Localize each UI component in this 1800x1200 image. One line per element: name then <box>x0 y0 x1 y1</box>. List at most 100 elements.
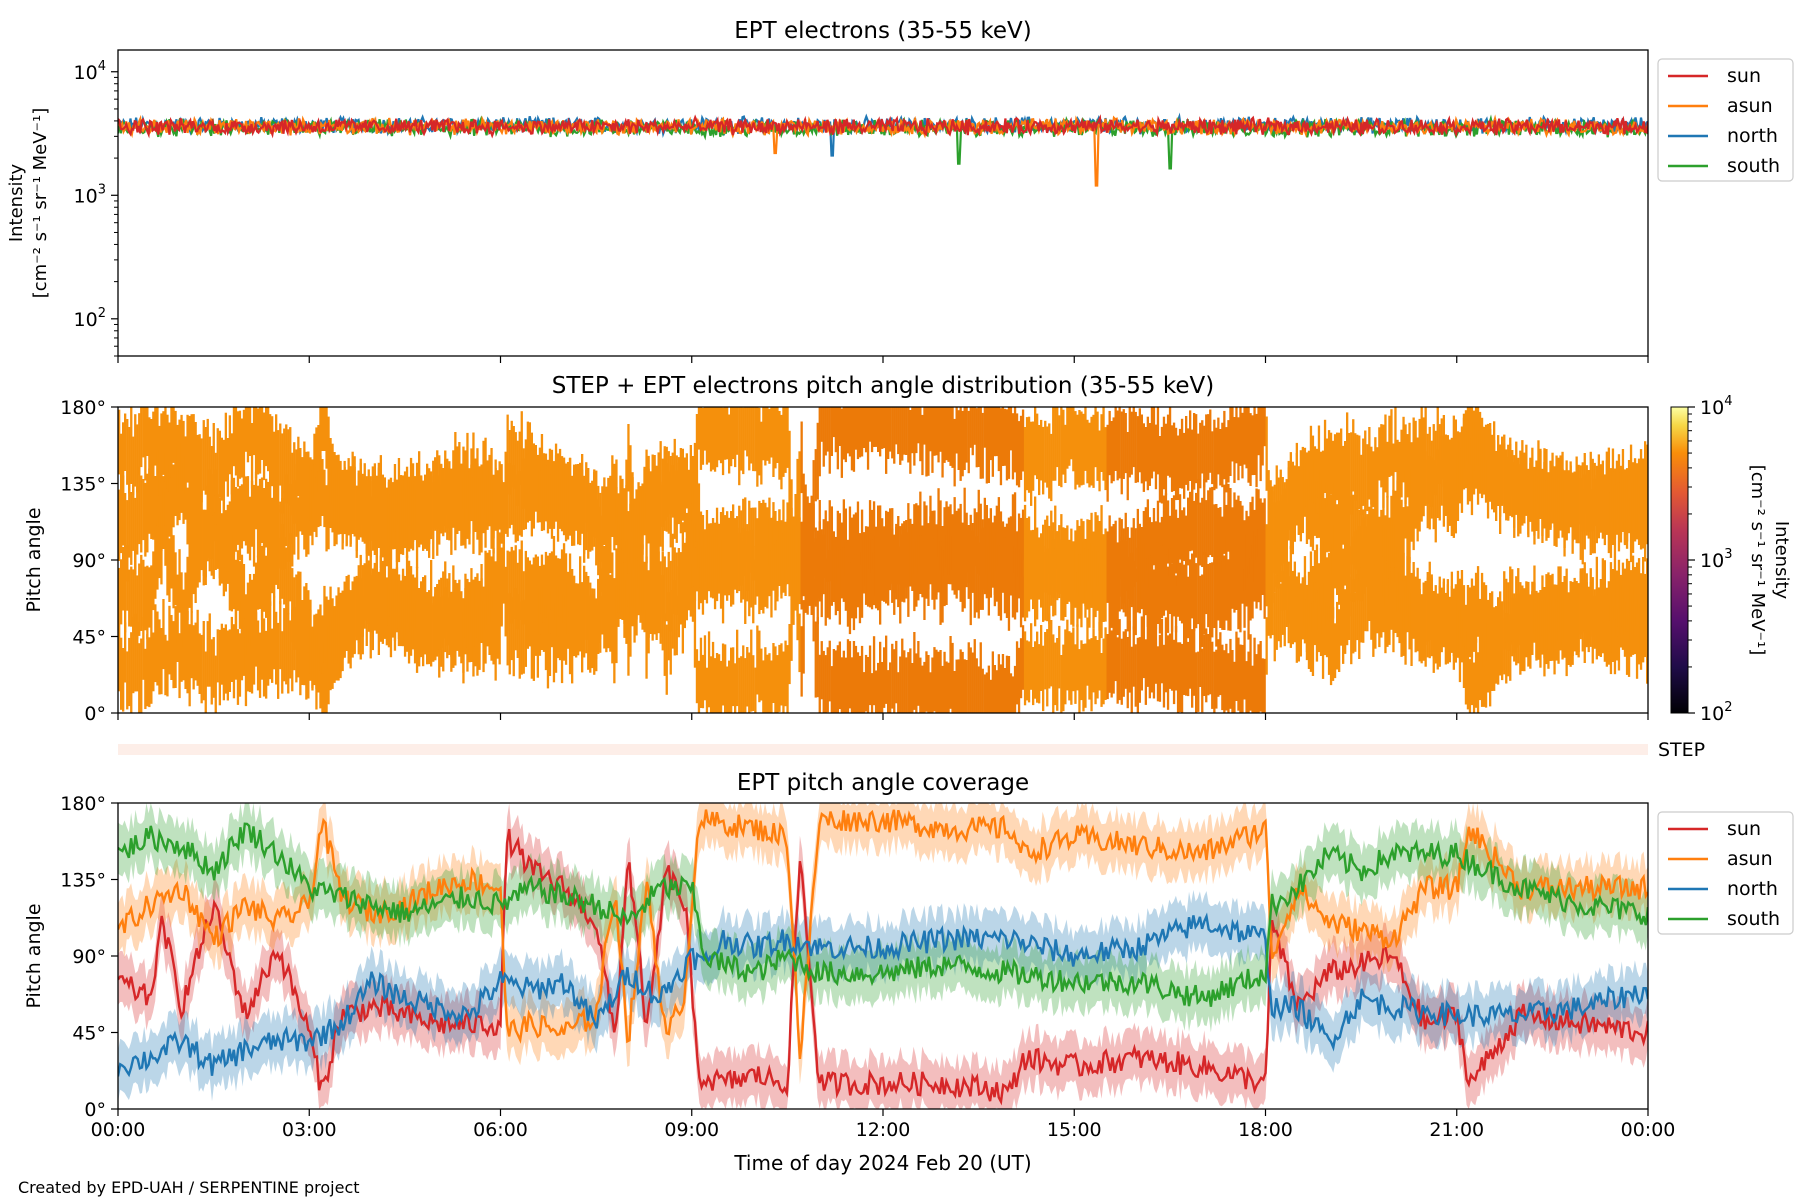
heatmap-cell <box>206 418 209 495</box>
heatmap-cell <box>1064 629 1067 705</box>
heatmap-cell <box>552 536 556 609</box>
heatmap-cell <box>995 407 999 457</box>
heatmap-cell <box>1102 638 1105 705</box>
heatmap-cell <box>633 577 636 643</box>
heatmap-cell <box>1164 423 1168 496</box>
heatmap-cell <box>899 656 902 713</box>
heatmap-cell <box>1557 460 1560 539</box>
heatmap-cell <box>1160 426 1164 504</box>
heatmap-cell <box>160 479 163 552</box>
heatmap-cell <box>947 407 950 462</box>
heatmap-cell <box>1269 496 1272 560</box>
heatmap-cell <box>345 475 348 545</box>
heatmap-cell <box>1627 560 1631 625</box>
heatmap-cell <box>1293 465 1297 526</box>
heatmap-cell <box>424 475 427 541</box>
heatmap-cell <box>397 574 401 647</box>
heatmap-cell <box>977 543 980 619</box>
heatmap-cell <box>1561 582 1564 647</box>
heatmap-cell <box>1374 504 1377 565</box>
heatmap-cell <box>571 606 574 684</box>
heatmap-cell <box>405 555 409 636</box>
heatmap-cell <box>1579 568 1582 635</box>
heatmap-cell <box>1193 500 1196 583</box>
heatmap-cell <box>532 443 536 515</box>
heatmap-cell <box>1148 423 1152 486</box>
heatmap-cell <box>1116 560 1119 635</box>
heatmap-cell <box>1092 628 1095 693</box>
heatmap-cell <box>673 580 676 656</box>
heatmap-cell <box>1136 547 1140 613</box>
heatmap-cell <box>937 519 940 593</box>
heatmap-cell <box>812 503 815 576</box>
heatmap-cell <box>1392 489 1395 562</box>
heatmap-cell <box>464 573 467 638</box>
heatmap-cell <box>484 437 487 515</box>
heatmap-cell <box>1110 630 1113 698</box>
heatmap-cell <box>355 487 358 552</box>
heatmap-cell <box>1456 570 1460 652</box>
heatmap-cell <box>1531 447 1534 516</box>
heatmap-cell <box>192 625 195 690</box>
heatmap-cell <box>415 601 419 673</box>
heatmap-cell <box>220 513 224 579</box>
heatmap-cell <box>1368 551 1371 621</box>
heatmap-cell <box>454 476 457 551</box>
heatmap-cell <box>977 407 980 467</box>
heatmap-cell <box>1239 407 1242 466</box>
heatmap-cell <box>285 609 288 685</box>
heatmap-cell <box>1607 483 1611 554</box>
heatmap-cell <box>1285 562 1288 627</box>
heatmap-cell <box>1217 507 1220 567</box>
heatmap-cell <box>1336 432 1339 501</box>
heatmap-cell <box>1231 507 1234 568</box>
heatmap-cell <box>907 542 910 617</box>
heatmap-cell <box>719 407 723 464</box>
x-tick-label: 15:00 <box>1047 1119 1102 1141</box>
heatmap-cell <box>216 428 219 499</box>
heatmap-cell <box>510 597 513 661</box>
heatmap-cell <box>391 568 395 636</box>
heatmap-cell <box>874 670 878 713</box>
heatmap-cell <box>150 565 153 642</box>
heatmap-cell <box>470 568 473 633</box>
heatmap-cell <box>1571 487 1574 554</box>
heatmap-cell <box>860 645 864 713</box>
heatmap-cell <box>780 414 783 490</box>
heatmap-cell <box>1464 643 1468 705</box>
heatmap-cell <box>1344 441 1347 506</box>
heatmap-cell <box>1042 426 1045 495</box>
heatmap-cell <box>949 636 952 709</box>
heatmap-cell <box>1023 427 1027 502</box>
heatmap-cell <box>170 534 173 589</box>
heatmap-cell <box>1619 472 1623 543</box>
heatmap-cell <box>1213 559 1216 628</box>
heatmap-cell <box>788 430 791 512</box>
heatmap-cell <box>870 539 874 610</box>
coverage-band-sun <box>118 803 1648 1109</box>
heatmap-cell <box>262 488 266 551</box>
heatmap-cell <box>1193 625 1196 696</box>
heatmap-cell <box>828 407 831 474</box>
heatmap-cell <box>1185 416 1188 485</box>
heatmap-cell <box>1096 551 1099 611</box>
heatmap-cell <box>703 635 707 701</box>
heatmap-cell <box>1156 500 1160 563</box>
heatmap-cell <box>428 490 431 558</box>
heatmap-cell <box>1342 445 1345 514</box>
heatmap-cell <box>256 620 260 691</box>
heatmap-cell <box>240 554 244 633</box>
heatmap-cell <box>1523 588 1526 658</box>
heatmap-cell <box>317 425 320 492</box>
heatmap-cell <box>925 534 928 599</box>
heatmap-cell <box>887 407 890 459</box>
heatmap-cell <box>577 583 580 649</box>
heatmap-cell <box>905 407 908 455</box>
heatmap-cell <box>1376 505 1379 570</box>
heatmap-cell <box>357 470 360 537</box>
heatmap-cell <box>870 673 874 713</box>
heatmap-cell <box>993 536 997 607</box>
heatmap-cell <box>341 469 344 550</box>
heatmap-cell <box>1466 431 1470 505</box>
